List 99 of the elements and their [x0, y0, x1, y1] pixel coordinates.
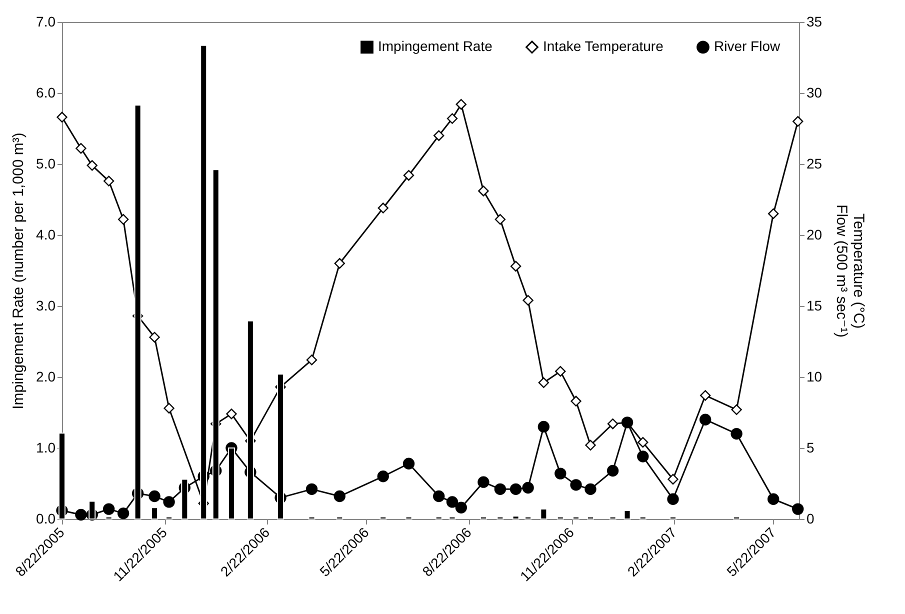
- point: [478, 476, 490, 488]
- point: [637, 450, 649, 462]
- point: [226, 408, 237, 420]
- point: [306, 354, 318, 366]
- point: [700, 414, 712, 426]
- y-tick-label: 4.0: [36, 226, 56, 242]
- point: [86, 160, 98, 171]
- legend-label: River Flow: [714, 38, 782, 54]
- point: [510, 260, 522, 272]
- bar: [336, 516, 344, 520]
- bar: [166, 516, 173, 520]
- point: [700, 390, 711, 401]
- point: [510, 483, 522, 496]
- bar: [624, 510, 631, 520]
- point: [117, 507, 130, 520]
- point: [402, 458, 415, 470]
- point: [403, 170, 414, 181]
- y2-tick-label: 5: [806, 440, 814, 456]
- point: [768, 208, 779, 220]
- y-tick-label: 3.0: [36, 298, 56, 314]
- point: [792, 116, 804, 127]
- bar: [609, 516, 616, 520]
- point: [149, 332, 160, 343]
- bar: [151, 507, 158, 520]
- legend-label: Intake Temperature: [543, 38, 664, 54]
- y2-axis-title: Temperature (°C) Flow (500 m³ sec⁻¹): [833, 204, 868, 338]
- point: [607, 418, 618, 430]
- y2-tick-label: 30: [806, 84, 822, 100]
- y2-tick-label: 10: [806, 368, 822, 384]
- point: [103, 176, 114, 186]
- y-axis-title: Impingement Rate (number per 1,000 m³): [10, 132, 28, 410]
- point: [584, 483, 596, 496]
- point: [102, 503, 115, 515]
- y-tick-label: 6.0: [36, 84, 56, 100]
- point: [433, 490, 445, 502]
- y-tick-label: 7.0: [36, 14, 56, 30]
- point: [792, 503, 804, 515]
- point: [163, 496, 175, 508]
- point: [570, 479, 582, 491]
- bar: [448, 516, 456, 520]
- point: [768, 493, 780, 505]
- point: [75, 508, 87, 521]
- point: [638, 436, 648, 448]
- bar: [308, 516, 316, 520]
- y2-tick-label: 20: [806, 226, 822, 242]
- point: [148, 490, 160, 502]
- point: [667, 493, 679, 505]
- point: [56, 112, 68, 122]
- point: [446, 496, 458, 508]
- bar: [556, 516, 564, 520]
- point: [522, 294, 534, 306]
- point: [731, 404, 742, 416]
- point: [554, 468, 566, 480]
- bar: [496, 516, 504, 520]
- bar: [572, 516, 580, 520]
- point: [455, 502, 468, 514]
- bar: [639, 516, 646, 520]
- point: [334, 258, 345, 269]
- y-tick-label: 1.0: [36, 440, 56, 456]
- point: [538, 420, 550, 433]
- bar: [670, 516, 677, 520]
- point: [456, 99, 467, 110]
- y-tick-label: 5.0: [36, 156, 56, 172]
- point: [570, 396, 582, 406]
- legend-label: Impingement Rate: [378, 38, 493, 54]
- point: [522, 482, 534, 494]
- y2-tick-label: 0: [806, 510, 814, 526]
- y-tick-label: 0.0: [36, 510, 56, 526]
- y-tick-label: 2.0: [36, 368, 56, 384]
- point: [446, 113, 458, 124]
- bar: [480, 516, 487, 520]
- point: [668, 474, 678, 485]
- point: [377, 470, 389, 482]
- y2-tick-label: 25: [806, 156, 822, 172]
- bar: [405, 516, 412, 520]
- bar: [512, 516, 520, 520]
- point: [538, 377, 550, 388]
- bar: [540, 508, 548, 520]
- point: [555, 366, 566, 377]
- point: [730, 428, 742, 440]
- point: [478, 186, 489, 196]
- point: [494, 214, 506, 225]
- point: [434, 130, 444, 141]
- bar: [733, 516, 740, 520]
- point: [494, 483, 506, 496]
- bar: [587, 516, 594, 520]
- y2-tick-label: 35: [806, 14, 822, 30]
- point: [334, 490, 346, 502]
- point: [378, 202, 388, 214]
- bar: [380, 516, 387, 520]
- bar: [435, 516, 442, 520]
- point: [606, 464, 619, 477]
- bar: [524, 516, 532, 520]
- point: [118, 214, 129, 225]
- point: [306, 483, 318, 496]
- point: [76, 143, 86, 154]
- y2-tick-label: 15: [806, 298, 822, 314]
- point: [585, 440, 596, 451]
- point: [164, 402, 174, 414]
